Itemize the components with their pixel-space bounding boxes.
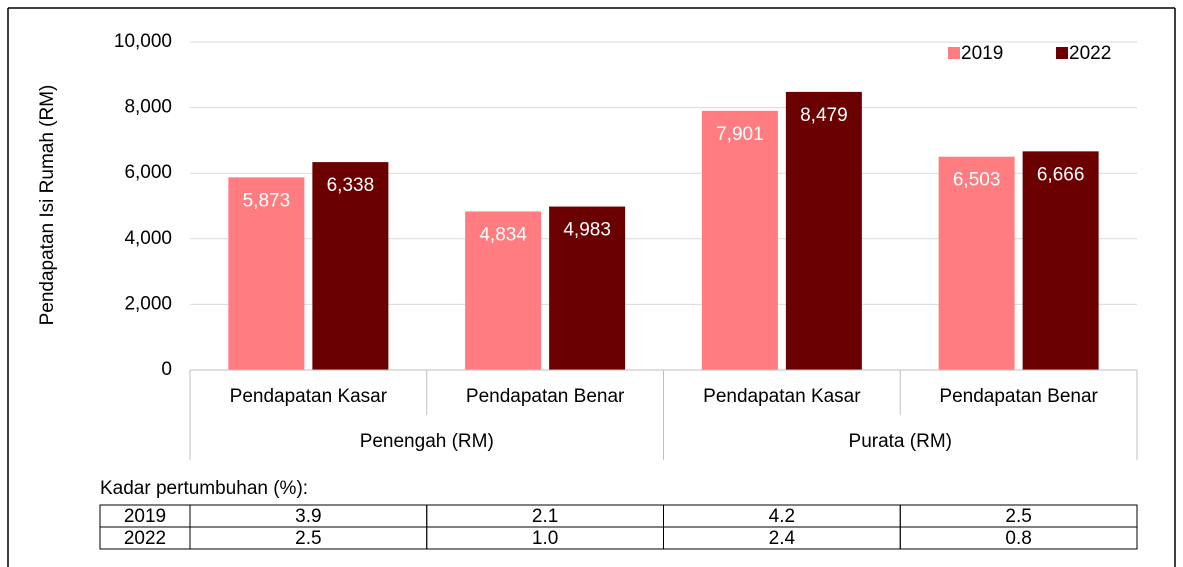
x-tick-label: Pendapatan Kasar xyxy=(230,386,388,407)
data-label: 6,503 xyxy=(953,170,1001,191)
y-tick-label: 10,000 xyxy=(114,31,172,52)
bar xyxy=(785,91,862,371)
table-text: 2.4 xyxy=(769,528,796,549)
bar xyxy=(228,177,305,370)
bar xyxy=(549,206,626,370)
table-text: 2.1 xyxy=(532,506,558,527)
table-text: 4.2 xyxy=(769,506,795,527)
table-cell xyxy=(899,526,1138,550)
data-label: 4,983 xyxy=(563,220,611,241)
table-text: 2.5 xyxy=(1005,506,1031,527)
table-text: 2.5 xyxy=(295,528,321,549)
table-title: Kadar pertumbuhan (%): xyxy=(100,478,308,499)
group-label: Purata (RM) xyxy=(849,431,952,452)
bar xyxy=(465,211,542,370)
y-tick-label: 4,000 xyxy=(124,228,172,249)
data-label: 6,666 xyxy=(1037,164,1085,185)
table-text: 0.8 xyxy=(1005,528,1031,549)
data-label: 4,834 xyxy=(479,224,527,245)
table-text: 1.0 xyxy=(532,528,558,549)
y-tick-label: 8,000 xyxy=(124,97,172,118)
legend-swatch xyxy=(948,47,960,59)
table-text: 3.9 xyxy=(295,506,321,527)
table-text: 2022 xyxy=(124,528,166,549)
y-tick-label: 6,000 xyxy=(124,162,172,183)
table-text: 2019 xyxy=(124,506,166,527)
y-axis-label: Pendapatan Isi Rumah (RM) xyxy=(37,85,58,326)
bar xyxy=(312,162,389,370)
data-label: 7,901 xyxy=(716,124,764,145)
bar xyxy=(938,156,1015,370)
x-tick-label: Pendapatan Kasar xyxy=(703,386,861,407)
legend-label: 2022 xyxy=(1069,43,1111,64)
y-tick-label: 2,000 xyxy=(124,293,172,314)
x-tick-label: Pendapatan Benar xyxy=(466,386,625,407)
bar xyxy=(701,110,778,370)
x-tick-label: Pendapatan Benar xyxy=(939,386,1098,407)
y-tick-label: 0 xyxy=(161,359,172,380)
data-label: 5,873 xyxy=(243,190,291,211)
legend-swatch xyxy=(1056,47,1068,59)
data-label: 6,338 xyxy=(327,175,375,196)
bar xyxy=(1022,151,1099,370)
group-label: Penengah (RM) xyxy=(360,431,494,452)
data-label: 8,479 xyxy=(800,105,848,126)
legend-label: 2019 xyxy=(961,43,1003,64)
